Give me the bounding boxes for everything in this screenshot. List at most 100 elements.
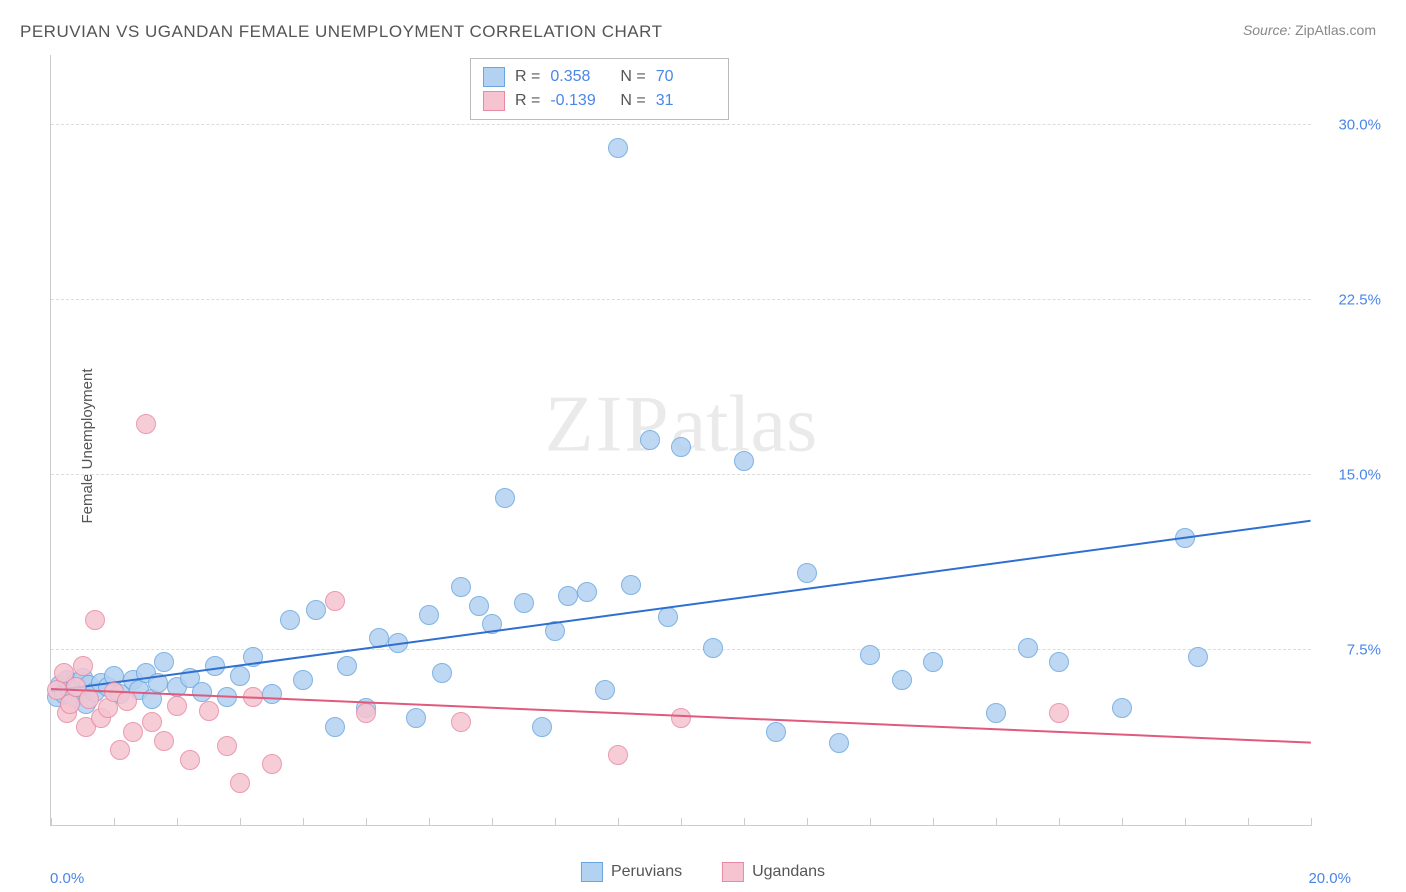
data-point bbox=[325, 717, 345, 737]
x-tick bbox=[177, 818, 178, 826]
x-tick bbox=[933, 818, 934, 826]
x-tick bbox=[555, 818, 556, 826]
data-point bbox=[419, 605, 439, 625]
data-point bbox=[621, 575, 641, 595]
data-point bbox=[262, 754, 282, 774]
x-tick bbox=[618, 818, 619, 826]
grid-line bbox=[51, 124, 1311, 125]
stats-row-peruvians: R = 0.358 N = 70 bbox=[483, 65, 716, 89]
data-point bbox=[154, 731, 174, 751]
x-tick-label-max: 20.0% bbox=[1308, 870, 1351, 887]
data-point bbox=[860, 645, 880, 665]
data-point bbox=[180, 750, 200, 770]
data-point bbox=[1018, 638, 1038, 658]
data-point bbox=[432, 663, 452, 683]
data-point bbox=[406, 708, 426, 728]
x-tick bbox=[1185, 818, 1186, 826]
stats-row-ugandans: R = -0.139 N = 31 bbox=[483, 89, 716, 113]
data-point bbox=[280, 610, 300, 630]
legend: Peruvians Ugandans bbox=[581, 862, 825, 882]
data-point bbox=[1049, 703, 1069, 723]
x-tick bbox=[744, 818, 745, 826]
r-value-peruvians: 0.358 bbox=[550, 68, 610, 86]
data-point bbox=[293, 670, 313, 690]
x-tick bbox=[240, 818, 241, 826]
data-point bbox=[558, 586, 578, 606]
data-point bbox=[923, 652, 943, 672]
data-point bbox=[671, 708, 691, 728]
data-point bbox=[199, 701, 219, 721]
legend-item-peruvians: Peruvians bbox=[581, 862, 682, 882]
data-point bbox=[469, 596, 489, 616]
data-point bbox=[230, 666, 250, 686]
x-tick bbox=[870, 818, 871, 826]
source-attribution: Source: ZipAtlas.com bbox=[1243, 22, 1376, 38]
data-point bbox=[671, 437, 691, 457]
data-point bbox=[532, 717, 552, 737]
trend-line bbox=[51, 520, 1311, 692]
x-tick bbox=[807, 818, 808, 826]
chart-title: PERUVIAN VS UGANDAN FEMALE UNEMPLOYMENT … bbox=[20, 22, 663, 42]
data-point bbox=[154, 652, 174, 672]
legend-swatch-ugandans bbox=[722, 862, 744, 882]
data-point bbox=[451, 577, 471, 597]
data-point bbox=[577, 582, 597, 602]
x-tick bbox=[996, 818, 997, 826]
x-tick bbox=[429, 818, 430, 826]
data-point bbox=[337, 656, 357, 676]
x-tick bbox=[1311, 818, 1312, 826]
x-tick bbox=[1248, 818, 1249, 826]
data-point bbox=[608, 745, 628, 765]
data-point bbox=[892, 670, 912, 690]
x-tick bbox=[681, 818, 682, 826]
data-point bbox=[495, 488, 515, 508]
data-point bbox=[79, 689, 99, 709]
n-label: N = bbox=[620, 92, 645, 110]
y-tick-label: 7.5% bbox=[1347, 642, 1381, 659]
x-tick-label-min: 0.0% bbox=[50, 870, 84, 887]
x-tick bbox=[114, 818, 115, 826]
x-tick bbox=[492, 818, 493, 826]
n-value-peruvians: 70 bbox=[656, 68, 716, 86]
data-point bbox=[217, 736, 237, 756]
r-label: R = bbox=[515, 68, 540, 86]
legend-label-ugandans: Ugandans bbox=[752, 863, 825, 881]
data-point bbox=[986, 703, 1006, 723]
data-point bbox=[192, 682, 212, 702]
data-point bbox=[703, 638, 723, 658]
n-value-ugandans: 31 bbox=[656, 92, 716, 110]
data-point bbox=[640, 430, 660, 450]
data-point bbox=[306, 600, 326, 620]
grid-line bbox=[51, 299, 1311, 300]
source-value: ZipAtlas.com bbox=[1295, 22, 1376, 38]
x-tick bbox=[366, 818, 367, 826]
data-point bbox=[117, 691, 137, 711]
x-tick bbox=[1122, 818, 1123, 826]
y-tick-label: 30.0% bbox=[1338, 117, 1381, 134]
data-point bbox=[1112, 698, 1132, 718]
data-point bbox=[829, 733, 849, 753]
data-point bbox=[658, 607, 678, 627]
scatter-plot-area: ZIPatlas 7.5%15.0%22.5%30.0% bbox=[50, 55, 1311, 826]
data-point bbox=[230, 773, 250, 793]
x-tick bbox=[51, 818, 52, 826]
swatch-ugandans bbox=[483, 91, 505, 111]
y-tick-label: 22.5% bbox=[1338, 292, 1381, 309]
grid-line bbox=[51, 474, 1311, 475]
data-point bbox=[356, 703, 376, 723]
data-point bbox=[1188, 647, 1208, 667]
data-point bbox=[85, 610, 105, 630]
data-point bbox=[595, 680, 615, 700]
source-label: Source: bbox=[1243, 22, 1291, 38]
r-label: R = bbox=[515, 92, 540, 110]
data-point bbox=[262, 684, 282, 704]
data-point bbox=[608, 138, 628, 158]
x-tick bbox=[1059, 818, 1060, 826]
data-point bbox=[325, 591, 345, 611]
legend-item-ugandans: Ugandans bbox=[722, 862, 825, 882]
data-point bbox=[73, 656, 93, 676]
legend-label-peruvians: Peruvians bbox=[611, 863, 682, 881]
data-point bbox=[123, 722, 143, 742]
r-value-ugandans: -0.139 bbox=[550, 92, 610, 110]
watermark-brand-a: ZIP bbox=[545, 380, 671, 468]
